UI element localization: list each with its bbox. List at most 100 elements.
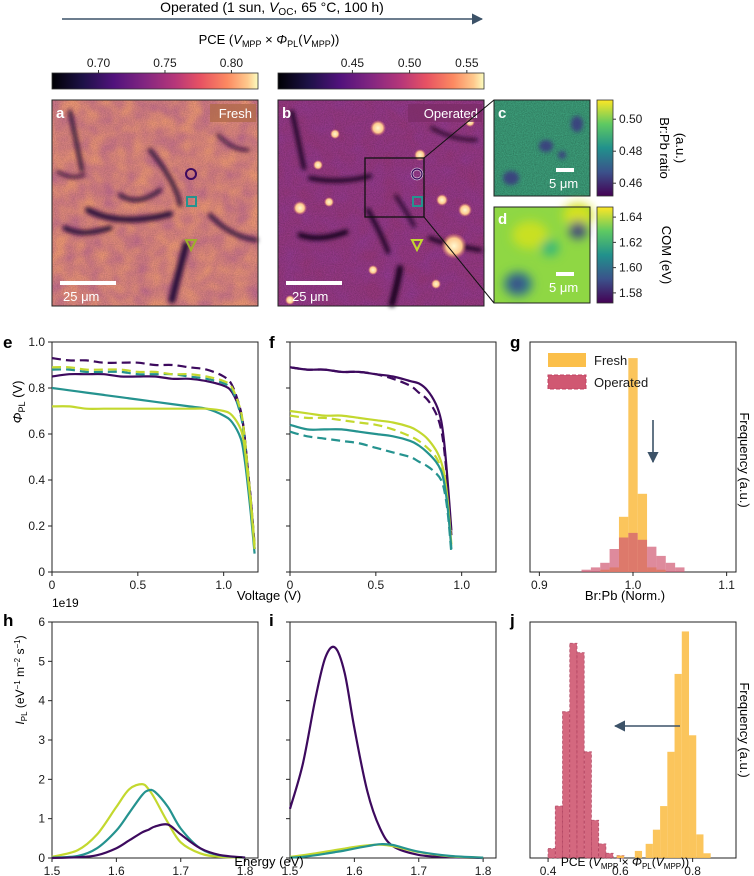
square-marker bbox=[186, 196, 197, 207]
x-tick-label: 0.5 bbox=[367, 578, 384, 592]
plot-frame bbox=[289, 621, 497, 859]
pce-colorbar-label: PCE (VMPP × ΦPL(VMPP)) bbox=[199, 32, 340, 49]
panel-a-tag: Fresh bbox=[219, 106, 252, 121]
panel-d-com-map: d 5 μm bbox=[493, 203, 593, 304]
series-line-triangle-dashed bbox=[289, 414, 453, 550]
hist-pce-ylabel: Frequency (a.u.) bbox=[737, 682, 752, 777]
hist-bar-operated bbox=[569, 642, 578, 859]
legend-swatch-fresh bbox=[548, 353, 586, 367]
x-tick-label: 1.7 bbox=[410, 864, 427, 876]
hist-bar-operated bbox=[656, 555, 666, 572]
plot-i-pl-operated: 1.5 1.6 1.7 1.8 bbox=[282, 621, 497, 876]
spectra-exponent: 1e19 bbox=[52, 596, 79, 610]
series-line-triangle bbox=[51, 783, 246, 859]
colorbar-tick-label: 0.55 bbox=[455, 56, 479, 70]
series-line-triangle-solid bbox=[51, 405, 256, 550]
zoom-line-bottom bbox=[423, 216, 495, 304]
colorbar-tick-label: 1.62 bbox=[619, 235, 643, 249]
panel-a-letter: a bbox=[56, 105, 65, 122]
y-tick-label: 0.8 bbox=[28, 381, 45, 395]
circle-marker bbox=[185, 168, 197, 180]
panel-c-scalebar-label: 5 μm bbox=[549, 176, 578, 191]
hist-bar-operated bbox=[591, 819, 600, 859]
y-tick-label: 0.6 bbox=[28, 427, 45, 441]
y-tick-label: 1.0 bbox=[28, 335, 45, 349]
hist-bar-fresh bbox=[645, 843, 653, 858]
hist-bar-operated bbox=[554, 805, 563, 859]
hist-bar-operated bbox=[647, 546, 657, 572]
hist-bar-fresh bbox=[628, 358, 638, 572]
hist-bar-fresh bbox=[681, 631, 690, 858]
y-tick-label: 1 bbox=[38, 812, 45, 826]
colorbar-com: 1.64 1.62 1.60 1.58 COM (eV) bbox=[596, 206, 674, 304]
hist-bar-operated bbox=[609, 549, 619, 572]
plot-g-brpb-histogram: 0.9 1.0 1.1 Fresh Operated bbox=[529, 341, 737, 592]
panel-i-letter: i bbox=[269, 611, 274, 630]
hist-bar-operated bbox=[598, 843, 607, 859]
hist-bar-fresh bbox=[667, 751, 675, 858]
hist-bar-fresh bbox=[637, 493, 648, 572]
triangle-marker bbox=[410, 239, 424, 253]
jv-ylabel: ΦPL (V) bbox=[10, 381, 27, 424]
hist-bar-operated bbox=[576, 652, 585, 859]
x-tick-label: 0 bbox=[49, 578, 56, 592]
y-tick-label: 2 bbox=[38, 772, 45, 786]
hist-bar-fresh bbox=[703, 853, 711, 858]
y-tick-label: 0 bbox=[38, 851, 45, 865]
x-tick-label: 0.5 bbox=[129, 578, 146, 592]
legend-label-fresh: Fresh bbox=[594, 353, 627, 368]
colorbar-tick-label: 0.70 bbox=[87, 56, 111, 70]
colorbar-com-label: COM (eV) bbox=[659, 226, 674, 285]
panel-f-letter: f bbox=[269, 333, 275, 352]
panel-b-scalebar-label: 25 μm bbox=[292, 289, 328, 304]
hist-bar-operated bbox=[590, 567, 601, 572]
y-tick-label: 0.2 bbox=[28, 519, 45, 533]
y-tick-label: 3 bbox=[38, 733, 45, 747]
zoom-box bbox=[364, 157, 425, 218]
panel-c-letter: c bbox=[498, 105, 506, 122]
hist-bar-operated bbox=[605, 852, 614, 859]
colorbar-tick-label: 1.64 bbox=[619, 210, 643, 224]
square-marker bbox=[412, 196, 423, 207]
series-line-circle bbox=[288, 645, 484, 860]
x-tick-label: 1.0 bbox=[625, 578, 642, 592]
hist-bar-fresh bbox=[660, 806, 668, 858]
x-tick-label: 1.7 bbox=[172, 864, 189, 876]
panel-d-letter: d bbox=[498, 211, 507, 228]
hist-bar-fresh bbox=[689, 735, 697, 858]
zoom-line-top bbox=[423, 99, 495, 159]
colorbar-tick-label: 0.80 bbox=[220, 56, 244, 70]
hist-bar-operated bbox=[618, 537, 629, 572]
plot-frame bbox=[289, 341, 497, 573]
colorbar-tick-label: 0.75 bbox=[153, 56, 177, 70]
hist-bar-fresh bbox=[634, 850, 643, 858]
series-line-circle-solid bbox=[51, 372, 256, 550]
series-line-square bbox=[289, 842, 484, 859]
hist-bar-fresh bbox=[652, 829, 661, 858]
triangle-marker bbox=[184, 239, 198, 253]
series-line-circle bbox=[51, 823, 246, 860]
series-line-triangle-solid bbox=[289, 409, 453, 545]
hist-pce-xlabel: PCE (VMPP × ΦPL(VMPP)) bbox=[561, 855, 689, 871]
colorbar-tick-label: 1.58 bbox=[619, 286, 643, 300]
hist-bar-operated bbox=[547, 848, 556, 859]
legend-swatch-operated bbox=[547, 374, 587, 390]
colorbar-tick-label: 0.46 bbox=[619, 176, 643, 190]
plot-f-jv-operated: 0 0.5 1.0 bbox=[286, 341, 497, 592]
y-tick-label: 4 bbox=[38, 694, 45, 708]
panel-e-letter: e bbox=[3, 333, 12, 352]
plot-frame bbox=[529, 621, 737, 859]
x-tick-label: 0.6 bbox=[612, 864, 629, 876]
hist-bar-operated bbox=[675, 567, 685, 572]
hist-bar-operated bbox=[583, 751, 592, 859]
hist-bar-operated bbox=[665, 562, 676, 572]
hist-bar-fresh bbox=[696, 834, 704, 858]
x-tick-label: 1.6 bbox=[108, 864, 125, 876]
y-tick-label: 0.4 bbox=[28, 473, 45, 487]
hist-bar-fresh bbox=[616, 855, 624, 858]
panel-h-letter: h bbox=[3, 611, 13, 630]
colorbar-tick-label: 1.60 bbox=[619, 261, 643, 275]
legend-label-operated: Operated bbox=[594, 375, 648, 390]
spectra-xlabel: Energy (eV) bbox=[234, 854, 303, 869]
